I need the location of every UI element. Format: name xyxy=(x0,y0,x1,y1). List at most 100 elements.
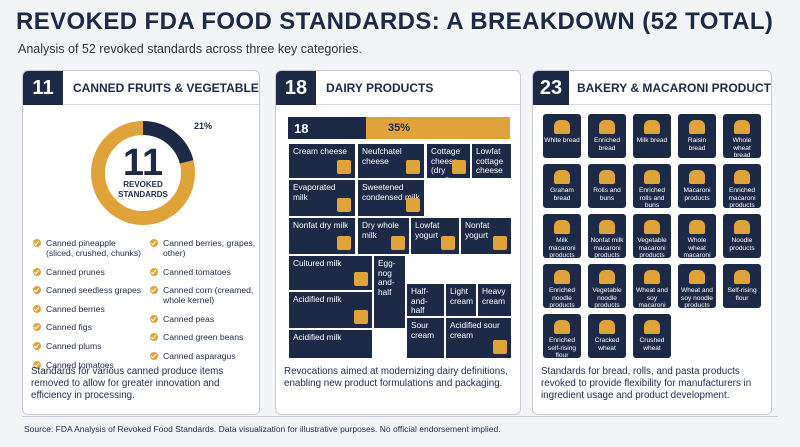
dairy-tile: Cultured milk xyxy=(288,255,373,291)
dairy-tile-label: Acidified milk xyxy=(293,294,342,304)
bakery-product-icon xyxy=(599,120,615,134)
dairy-tile: Sour cream xyxy=(406,317,445,359)
canned-list-item: Canned seedless grapes xyxy=(33,285,145,295)
canned-items-left: Canned pineapple (sliced, crushed, chunk… xyxy=(33,238,145,378)
bakery-tile-label: Wheat and soy noodle products xyxy=(681,287,713,308)
canned-list-label: Canned tomatoes xyxy=(163,266,231,277)
bakery-tile: Milk macaroni products xyxy=(543,214,581,258)
bakery-product-icon xyxy=(734,120,750,134)
footer-divider xyxy=(22,416,778,417)
dairy-tile-label: Cottage cheese (dry curd) xyxy=(431,146,461,178)
bakery-product-icon xyxy=(734,220,750,234)
bakery-count-badge: 23 xyxy=(533,71,569,105)
dairy-tile: Nonfat dry milk xyxy=(288,217,356,255)
bakery-tile: Whole wheat bread xyxy=(723,114,761,158)
check-icon xyxy=(33,267,41,276)
dairy-tile-label: Lowfat cottage cheese xyxy=(476,146,504,175)
bakery-tile-label: Self-rising flour xyxy=(727,287,757,302)
donut-center-number: 11 xyxy=(122,142,164,184)
bakery-tile-label: Enriched bread xyxy=(593,137,621,152)
dairy-product-icon xyxy=(391,236,405,250)
bakery-product-icon xyxy=(644,320,660,334)
canned-list-item: Canned berries xyxy=(33,304,145,314)
dairy-count-badge: 18 xyxy=(276,71,316,105)
canned-list-item: Canned plums xyxy=(33,341,145,351)
page-subtitle: Analysis of 52 revoked standards across … xyxy=(18,42,362,56)
donut-center-label: Revoked Standards xyxy=(118,180,168,199)
dairy-product-icon xyxy=(337,160,351,174)
bakery-tile: Vegetable macaroni products xyxy=(633,214,671,258)
check-icon xyxy=(33,286,41,295)
dairy-tile: Lowfat yogurt xyxy=(410,217,460,255)
bakery-product-icon xyxy=(689,270,705,284)
dairy-product-icon xyxy=(441,236,455,250)
bakery-description: Standards for bread, rolls, and pasta pr… xyxy=(541,366,752,401)
bakery-tile: Nonfat milk macaroni products xyxy=(588,214,626,258)
canned-list-item: Canned peas xyxy=(150,313,259,324)
dairy-product-icon xyxy=(493,340,507,354)
bakery-tile-label: Crushed wheat xyxy=(639,337,665,352)
dairy-product-icon xyxy=(406,198,420,212)
canned-description: Standards for various canned produce ite… xyxy=(31,366,224,401)
bakery-product-icon xyxy=(644,270,660,284)
bakery-tile: Cracked wheat xyxy=(588,314,626,358)
bakery-panel: 23 BAKERY & MACARONI PRODUCTS White brea… xyxy=(532,70,772,415)
bakery-tile: Self-rising flour xyxy=(723,264,761,308)
dairy-tile: Cream cheese xyxy=(288,143,356,179)
dairy-tile: Acidified milk xyxy=(288,291,373,329)
dairy-product-icon xyxy=(337,198,351,212)
bakery-tile-label: Vegetable macaroni products xyxy=(637,237,667,258)
bakery-tile: Whole wheat macaroni products xyxy=(678,214,716,258)
bakery-product-icon xyxy=(599,270,615,284)
check-icon xyxy=(150,314,158,323)
bakery-product-icon xyxy=(734,270,750,284)
canned-list-label: Canned pineapple (sliced, crushed, chunk… xyxy=(46,238,142,258)
check-icon xyxy=(33,323,41,332)
dairy-tile-label: Neufchatel cheese xyxy=(362,146,402,166)
canned-list-label: Canned figs xyxy=(46,322,92,333)
dairy-tile-label: Heavy cream xyxy=(482,286,506,306)
check-icon xyxy=(150,286,158,295)
bakery-tile: Enriched self-rising flour xyxy=(543,314,581,358)
bakery-tile: Wheat and soy macaroni products xyxy=(633,264,671,308)
dairy-tile-label: Nonfat yogurt xyxy=(465,220,490,240)
dairy-tile: Egg-nog and-half xyxy=(373,255,406,329)
check-icon xyxy=(33,239,41,247)
canned-list-item: Canned corn (creamed, whole kernel) xyxy=(150,285,259,306)
dairy-tile-label: Sour cream xyxy=(411,320,435,340)
dairy-tile-label: Light cream xyxy=(450,286,474,306)
canned-list-item: Canned tomatoes xyxy=(33,360,145,370)
dairy-tile: Lowfat cottage cheese xyxy=(471,143,512,179)
bakery-product-icon xyxy=(554,220,570,234)
dairy-panel: 18 DAIRY PRODUCTS 18 35% Cream cheese Neu… xyxy=(275,70,521,415)
dairy-tile-label: Acidified milk xyxy=(293,332,342,342)
bakery-tile: Macaroni products xyxy=(678,164,716,208)
bakery-tile-label: Raisin bread xyxy=(687,137,707,152)
donut-arc-canned xyxy=(142,121,194,164)
dairy-title: DAIRY PRODUCTS xyxy=(326,81,434,95)
bakery-tile-label: Enriched noodle products xyxy=(548,287,576,308)
dairy-tile: Heavy cream xyxy=(477,283,512,317)
check-icon xyxy=(33,341,41,350)
bakery-product-icon xyxy=(599,220,615,234)
bakery-product-icon xyxy=(644,170,660,184)
dairy-tile: Dry whole milk xyxy=(357,217,410,255)
bakery-title: BAKERY & MACARONI PRODUCTS xyxy=(577,81,772,95)
canned-list-label: Canned corn (creamed, whole kernel) xyxy=(163,285,254,306)
dairy-tile: Cottage cheese (dry curd) xyxy=(426,143,471,179)
canned-list-label: Canned peas xyxy=(163,313,215,324)
bakery-product-icon xyxy=(689,170,705,184)
dairy-tile-label: Dry whole milk xyxy=(362,220,399,240)
dairy-tile: Neufchatel cheese xyxy=(357,143,425,179)
dairy-tile: Half-and-half xyxy=(406,283,445,317)
canned-list-item: Canned asparagus xyxy=(150,351,259,361)
canned-count-badge: 11 xyxy=(23,71,63,105)
canned-list-label: Canned green beans xyxy=(163,332,244,343)
bakery-tile: Crushed wheat xyxy=(633,314,671,358)
dairy-tile-label: Egg-nog and-half xyxy=(378,258,396,297)
dairy-share-bar: 18 35% xyxy=(288,117,510,139)
dairy-tile: Acidified milk xyxy=(288,329,373,359)
bakery-tile-label: Enriched macaroni products xyxy=(728,187,756,208)
dairy-tile-label: Lowfat yogurt xyxy=(415,220,440,240)
canned-list-item: Canned green beans xyxy=(150,332,259,343)
